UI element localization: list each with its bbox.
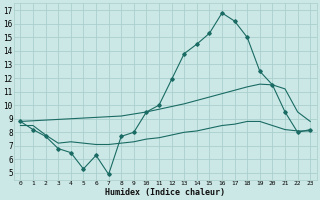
X-axis label: Humidex (Indice chaleur): Humidex (Indice chaleur) — [105, 188, 225, 197]
